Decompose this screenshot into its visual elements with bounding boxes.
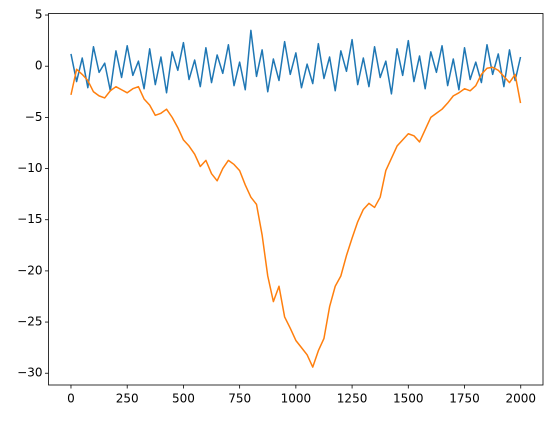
- x-tick-label: 1250: [337, 392, 368, 406]
- y-tick-label: −15: [17, 212, 42, 226]
- x-tick-label: 1500: [393, 392, 424, 406]
- y-tick-label: −10: [17, 161, 42, 175]
- y-tick-label: 5: [35, 8, 43, 22]
- y-tick-label: −5: [25, 110, 43, 124]
- line-series: [70, 66, 522, 368]
- y-tick-label: −30: [17, 366, 42, 380]
- x-tick-label: 250: [116, 392, 139, 406]
- line-series: [70, 29, 522, 95]
- x-tick-label: 1000: [281, 392, 312, 406]
- y-tick-label: −20: [17, 263, 42, 277]
- x-tick-label: 750: [228, 392, 251, 406]
- x-tick-label: 2000: [505, 392, 536, 406]
- y-tick-label: 0: [35, 59, 43, 73]
- x-tick-label: 500: [172, 392, 195, 406]
- x-tick-label: 0: [67, 392, 75, 406]
- x-tick-label: 1750: [449, 392, 480, 406]
- y-tick-label: −25: [17, 315, 42, 329]
